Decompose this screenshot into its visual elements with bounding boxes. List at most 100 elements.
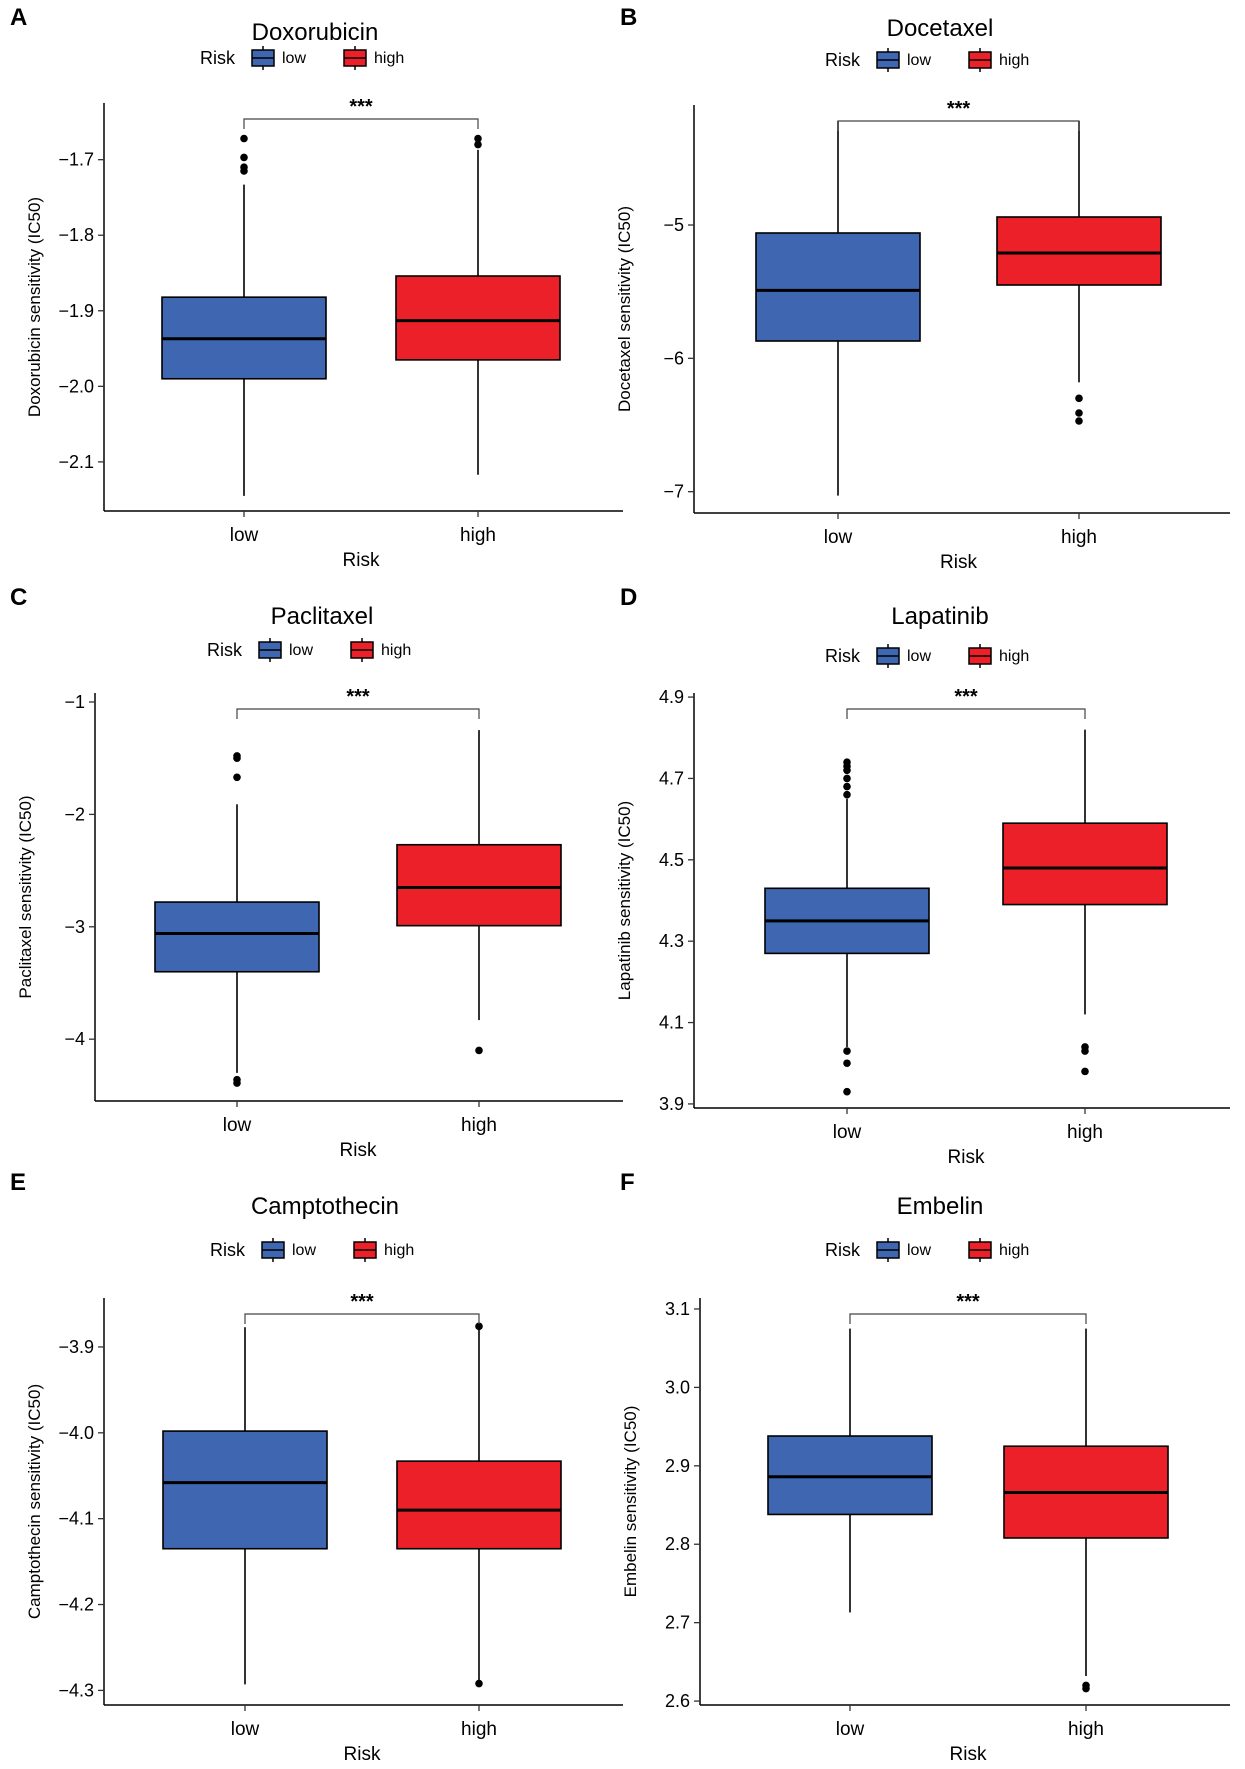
bracket-line bbox=[837, 120, 1080, 131]
box-high bbox=[396, 730, 562, 1055]
x-tick-label: high bbox=[460, 525, 496, 546]
x-axis-title: Risk bbox=[950, 1744, 987, 1765]
significance-label: *** bbox=[350, 1291, 374, 1313]
y-tick-label: 2.8 bbox=[665, 1534, 690, 1554]
box-iqr bbox=[396, 1460, 562, 1550]
y-axis-title: Doxorubicin sensitivity (IC50) bbox=[25, 197, 44, 417]
legend-key-low bbox=[876, 1238, 900, 1262]
significance-label: *** bbox=[346, 686, 370, 708]
legend-key-high bbox=[968, 48, 992, 72]
outlier-point bbox=[233, 773, 241, 782]
panel-letter: C bbox=[10, 584, 27, 611]
legend: Risk low high bbox=[207, 638, 411, 662]
y-tick-label: 2.7 bbox=[665, 1613, 690, 1633]
y-tick-label: −3.9 bbox=[58, 1337, 94, 1357]
panel-letter: A bbox=[10, 4, 27, 31]
legend-key-high bbox=[968, 1238, 992, 1262]
y-tick-label: −4.2 bbox=[58, 1595, 94, 1615]
outlier-point bbox=[233, 754, 241, 762]
legend: Risk low high bbox=[210, 1238, 414, 1262]
box-iqr bbox=[1002, 822, 1168, 906]
box-iqr bbox=[755, 232, 921, 342]
y-tick-label: −1.8 bbox=[58, 225, 94, 245]
x-tick-label: high bbox=[1067, 1122, 1103, 1143]
legend-title: Risk bbox=[200, 48, 236, 68]
legend-title: Risk bbox=[210, 1240, 246, 1260]
outlier-point bbox=[1075, 417, 1083, 425]
legend-key-high bbox=[350, 638, 374, 662]
y-tick-label: −4.0 bbox=[58, 1423, 94, 1443]
significance-bracket: *** bbox=[236, 686, 480, 719]
panel-a: A Doxorubicin Risk low high −1.7 −1.8 −1.9 −2.0 −… bbox=[10, 4, 623, 571]
y-tick-label: −4.1 bbox=[58, 1509, 94, 1529]
y-tick-label: −3 bbox=[64, 917, 85, 937]
legend-key-high bbox=[343, 46, 367, 70]
y-tick-label: 3.0 bbox=[665, 1377, 690, 1397]
significance-label: *** bbox=[956, 1291, 980, 1313]
box-iqr bbox=[996, 216, 1162, 286]
legend-title: Risk bbox=[825, 1240, 861, 1260]
y-tick-label: −4.3 bbox=[58, 1680, 94, 1700]
x-tick-label: low bbox=[836, 1719, 865, 1740]
outlier-point bbox=[233, 1079, 241, 1087]
box-high bbox=[996, 121, 1162, 425]
outlier-point bbox=[843, 758, 851, 766]
legend-label-high: high bbox=[381, 642, 411, 659]
significance-bracket: *** bbox=[846, 686, 1086, 719]
box-low bbox=[154, 752, 320, 1087]
outlier-point bbox=[843, 1047, 851, 1055]
box-low bbox=[162, 1327, 328, 1685]
bracket-line bbox=[849, 1313, 1087, 1324]
legend-key-low bbox=[261, 1238, 285, 1262]
box-iqr bbox=[162, 1430, 328, 1550]
x-tick-label: low bbox=[223, 1115, 252, 1136]
x-axis-title: Risk bbox=[948, 1147, 985, 1168]
panel-letter: E bbox=[10, 1169, 26, 1196]
bracket-line bbox=[846, 708, 1086, 719]
legend: Risk low high bbox=[200, 46, 404, 70]
y-tick-label: −4 bbox=[64, 1029, 85, 1049]
outlier-point bbox=[1081, 1047, 1089, 1055]
legend-label-low: low bbox=[907, 1242, 931, 1259]
y-axis-title: Lapatinib sensitivity (IC50) bbox=[615, 801, 634, 1000]
y-tick-label: 4.5 bbox=[659, 850, 684, 870]
chart-title: Docetaxel bbox=[887, 15, 994, 42]
bracket-line bbox=[243, 118, 479, 129]
outlier-point bbox=[475, 1046, 483, 1055]
bracket-line bbox=[236, 708, 480, 719]
legend-label-low: low bbox=[289, 642, 313, 659]
panel-letter: D bbox=[620, 584, 637, 611]
outlier-point bbox=[843, 1087, 851, 1096]
outlier-point bbox=[475, 1322, 483, 1331]
box-iqr bbox=[767, 1435, 933, 1516]
box-iqr bbox=[154, 901, 320, 973]
legend-key-low bbox=[876, 48, 900, 72]
outlier-point bbox=[240, 167, 248, 175]
legend-label-low: low bbox=[907, 52, 931, 69]
significance-bracket: *** bbox=[243, 96, 479, 129]
outlier-point bbox=[843, 782, 851, 791]
box-low bbox=[767, 1328, 933, 1613]
x-axis-title: Risk bbox=[343, 550, 380, 571]
y-axis-title: Camptothecin sensitivity (IC50) bbox=[25, 1384, 44, 1619]
box-high bbox=[1002, 729, 1168, 1076]
y-tick-label: 4.3 bbox=[659, 931, 684, 951]
legend-key-low bbox=[258, 638, 282, 662]
x-axis-title: Risk bbox=[940, 552, 977, 573]
box-iqr bbox=[396, 843, 562, 927]
y-tick-label: 2.6 bbox=[665, 1691, 690, 1711]
y-axis-title: Docetaxel sensitivity (IC50) bbox=[615, 206, 634, 412]
y-tick-label: −6 bbox=[663, 348, 684, 368]
y-tick-label: −5 bbox=[663, 215, 684, 235]
outlier-point bbox=[240, 153, 248, 162]
y-tick-label: −2.0 bbox=[58, 376, 94, 396]
box-iqr bbox=[395, 275, 561, 361]
legend: Risk low high bbox=[825, 644, 1029, 668]
legend-label-high: high bbox=[374, 50, 404, 67]
y-tick-label: −7 bbox=[663, 482, 684, 502]
legend-key-low bbox=[876, 644, 900, 668]
y-tick-label: 4.1 bbox=[659, 1013, 684, 1033]
y-axis-title: Paclitaxel sensitivity (IC50) bbox=[16, 795, 35, 998]
